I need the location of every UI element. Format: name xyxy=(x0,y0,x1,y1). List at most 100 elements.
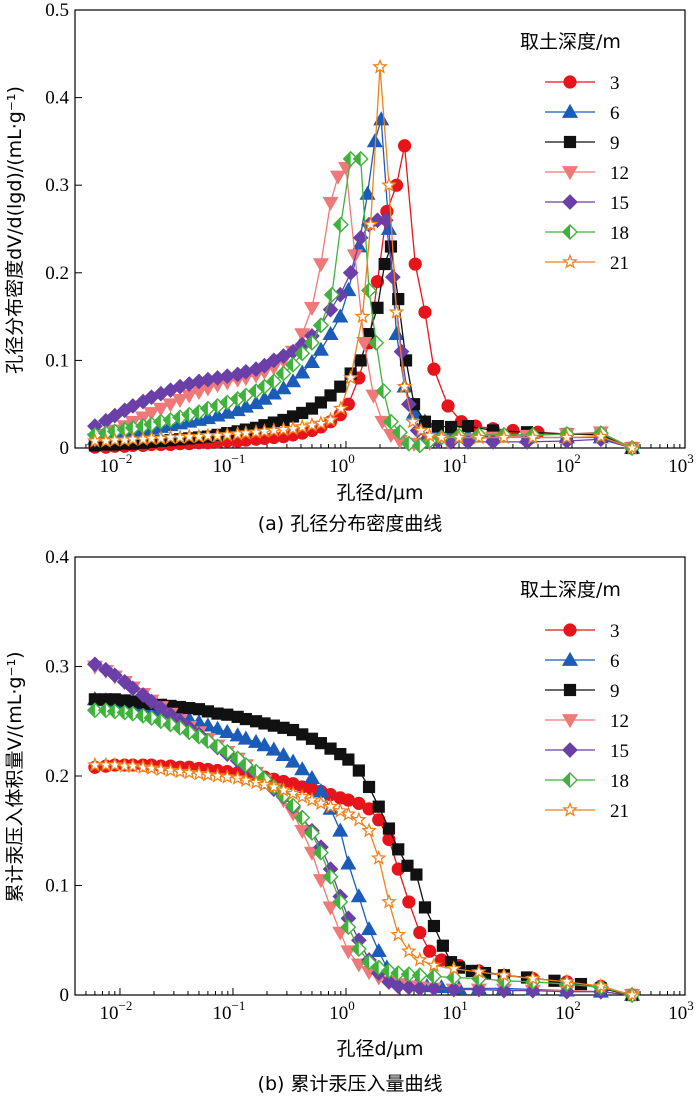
data-point xyxy=(370,849,387,865)
data-point xyxy=(332,893,349,910)
y-tick-label: 0.5 xyxy=(45,0,69,21)
data-point-fill xyxy=(125,706,133,721)
legend-label: 12 xyxy=(610,163,629,184)
data-point-fill xyxy=(362,955,370,970)
legend-item-15: 15 xyxy=(545,741,629,762)
data-point xyxy=(391,424,408,441)
data-point-fill xyxy=(426,969,434,984)
y-tick-label: 0.1 xyxy=(45,350,69,371)
data-point xyxy=(106,756,123,772)
data-point-fill xyxy=(238,758,246,773)
data-point-fill xyxy=(153,714,161,729)
data-point xyxy=(390,978,407,995)
data-point-fill xyxy=(87,703,95,718)
legend-item-3: 3 xyxy=(545,73,620,94)
data-point-fill xyxy=(371,960,379,975)
data-point xyxy=(421,427,438,443)
data-point xyxy=(106,407,123,424)
y-tick-label: 0.4 xyxy=(45,547,69,568)
data-point xyxy=(219,743,236,760)
x-tick-exponent: 0 xyxy=(348,451,355,466)
data-point-fill xyxy=(210,739,218,754)
data-point-fill xyxy=(230,391,238,406)
data-point-fill xyxy=(200,733,208,748)
data-point xyxy=(362,216,379,232)
x-tick-label: 103 xyxy=(668,998,694,1024)
data-point xyxy=(382,413,399,430)
data-point xyxy=(294,761,311,776)
data-point-fill xyxy=(200,401,208,416)
legend-label: 18 xyxy=(610,771,629,792)
legend-title: 取土深度/m xyxy=(520,31,621,53)
data-point xyxy=(413,925,427,940)
data-point-fill xyxy=(144,710,152,725)
data-point xyxy=(496,982,512,999)
legend-item-6: 6 xyxy=(545,103,620,124)
data-point xyxy=(624,439,640,455)
data-point xyxy=(362,780,376,794)
data-point xyxy=(239,712,252,726)
data-point xyxy=(312,258,329,273)
x-tick-label: 10−1 xyxy=(213,998,246,1024)
data-point xyxy=(388,303,405,319)
data-point xyxy=(342,369,359,385)
data-point xyxy=(275,365,292,382)
x-tick-exponent: −2 xyxy=(119,998,133,1013)
data-point xyxy=(404,413,421,429)
data-point xyxy=(191,765,207,781)
data-point xyxy=(624,986,640,1002)
data-point xyxy=(418,305,432,319)
data-point-fill xyxy=(210,398,218,413)
data-point xyxy=(411,980,428,997)
data-point-fill xyxy=(249,764,257,779)
data-point xyxy=(322,798,339,814)
data-point xyxy=(209,767,226,783)
data-point xyxy=(396,378,413,394)
data-point-fill xyxy=(313,845,321,860)
data-point-fill xyxy=(286,357,294,372)
data-point xyxy=(323,286,340,303)
legend-label: 18 xyxy=(610,223,629,244)
data-point xyxy=(322,411,339,427)
data-point xyxy=(303,334,320,351)
data-point xyxy=(444,420,458,434)
data-point xyxy=(375,383,392,400)
data-point xyxy=(294,345,311,362)
data-point xyxy=(524,970,541,986)
data-point-fill xyxy=(117,422,125,437)
data-point xyxy=(471,981,487,998)
x-tick-exponent: 2 xyxy=(574,451,581,466)
data-point xyxy=(87,656,103,673)
data-point xyxy=(152,402,169,417)
data-point xyxy=(350,811,367,827)
data-point xyxy=(359,185,376,200)
data-point xyxy=(496,966,512,983)
data-point xyxy=(397,139,412,153)
data-point xyxy=(390,965,407,982)
data-point xyxy=(558,429,575,445)
data-point xyxy=(329,170,347,185)
data-point xyxy=(124,705,141,722)
data-point xyxy=(418,415,432,428)
data-point xyxy=(370,942,387,958)
data-point xyxy=(124,680,141,697)
data-point-fill xyxy=(276,366,284,381)
data-point xyxy=(372,58,388,74)
data-point xyxy=(221,708,234,721)
data-point xyxy=(324,389,337,402)
data-point xyxy=(181,764,198,780)
ylabel-a: 孔径分布密度dV/d(lgd)/(mL·g⁻¹) xyxy=(4,86,26,374)
data-point xyxy=(485,434,501,450)
data-point xyxy=(135,707,152,724)
data-point xyxy=(305,402,319,415)
legend-marker xyxy=(562,801,578,817)
data-point xyxy=(426,957,442,973)
data-point-fill xyxy=(304,825,312,840)
legend-label: 3 xyxy=(610,621,620,642)
data-point xyxy=(313,795,329,811)
data-point xyxy=(400,979,417,996)
data-point xyxy=(427,362,441,376)
legend-label: 15 xyxy=(610,741,629,762)
x-tick-exponent: −2 xyxy=(119,451,133,466)
